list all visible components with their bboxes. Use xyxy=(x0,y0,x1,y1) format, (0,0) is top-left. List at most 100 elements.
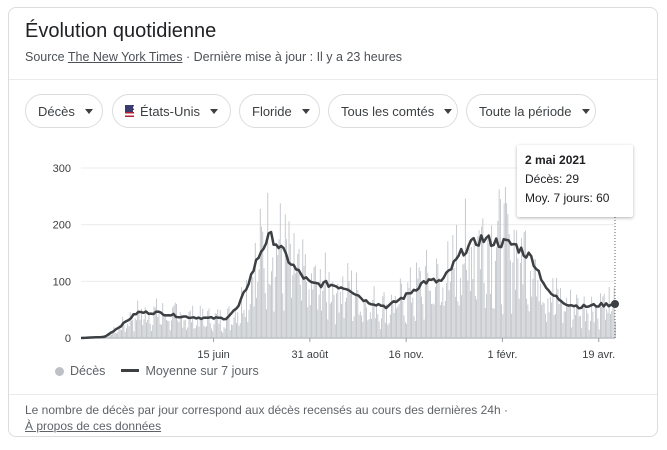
daily-death-bar xyxy=(361,315,362,338)
filter-metric-chip[interactable]: Décès xyxy=(25,94,103,128)
daily-death-bar xyxy=(349,293,351,338)
daily-death-bar xyxy=(571,327,573,338)
deaths-chart[interactable]: 0 100 200 300 15 juin 31 août 16 nov. 1 févr. 1… xyxy=(9,140,659,365)
daily-death-bar xyxy=(121,330,122,338)
daily-death-bar xyxy=(564,311,566,338)
daily-death-bar xyxy=(594,304,596,338)
daily-death-bar xyxy=(334,324,336,338)
daily-death-bar xyxy=(456,224,458,338)
daily-death-bar xyxy=(279,203,281,338)
daily-death-bar xyxy=(158,313,160,338)
daily-death-bar xyxy=(461,295,463,338)
daily-death-bar xyxy=(141,308,142,338)
daily-death-bar xyxy=(604,319,606,338)
daily-death-bar xyxy=(163,314,165,338)
daily-death-bar xyxy=(267,192,269,338)
x-tick-label: 19 avr. xyxy=(582,349,615,361)
daily-death-bar xyxy=(393,313,395,338)
moving-average-line xyxy=(80,230,616,340)
daily-death-bar xyxy=(547,298,549,338)
daily-death-bar xyxy=(519,262,521,338)
daily-death-bar xyxy=(203,325,205,338)
daily-death-bar xyxy=(379,329,381,338)
filter-state-chip[interactable]: Floride xyxy=(239,94,320,128)
daily-death-bar xyxy=(473,243,475,338)
daily-death-bar xyxy=(586,309,588,338)
daily-death-bar xyxy=(553,315,555,338)
daily-death-bar xyxy=(137,300,139,338)
daily-death-bar xyxy=(307,307,309,338)
daily-death-bar xyxy=(192,305,194,338)
daily-death-bar xyxy=(462,264,464,338)
daily-death-bar xyxy=(331,301,332,338)
daily-death-bar xyxy=(272,257,274,338)
daily-death-bar xyxy=(609,314,611,338)
daily-death-bar xyxy=(339,291,341,338)
filter-country-chip[interactable]: États-Unis xyxy=(112,94,231,128)
daily-death-bar xyxy=(241,287,242,338)
daily-death-bar xyxy=(148,313,150,338)
daily-death-bar xyxy=(548,312,550,338)
daily-death-bar xyxy=(466,269,468,338)
daily-death-bar xyxy=(406,323,408,338)
chevron-down-icon xyxy=(84,108,93,114)
daily-death-bar xyxy=(258,269,260,338)
daily-death-bar xyxy=(166,319,167,338)
daily-death-bar xyxy=(236,322,237,338)
daily-death-bar xyxy=(147,319,149,338)
daily-death-bar xyxy=(261,226,262,338)
filter-period-label: Toute la période xyxy=(479,103,572,119)
daily-death-bar xyxy=(152,325,154,338)
daily-death-bar xyxy=(567,305,569,338)
daily-death-bar xyxy=(534,259,536,338)
daily-death-bar xyxy=(156,298,157,338)
daily-death-bar xyxy=(138,312,140,338)
daily-death-bar xyxy=(248,309,250,338)
about-data-link[interactable]: À propos de ces données xyxy=(25,419,162,433)
daily-death-bar xyxy=(177,320,179,338)
daily-death-bar xyxy=(436,258,438,338)
daily-death-bar xyxy=(213,324,215,338)
daily-death-bar xyxy=(468,240,470,338)
daily-death-bar xyxy=(214,313,216,338)
daily-death-bar xyxy=(348,281,350,338)
daily-death-bar xyxy=(233,317,235,338)
daily-death-bar xyxy=(159,323,161,338)
daily-death-bar xyxy=(552,278,554,338)
daily-death-bar xyxy=(483,282,485,338)
daily-death-bar xyxy=(404,322,406,338)
daily-death-bar xyxy=(489,293,491,338)
daily-death-bar xyxy=(593,322,595,338)
daily-death-bar xyxy=(588,330,590,338)
daily-death-bar xyxy=(343,317,345,338)
daily-death-bar xyxy=(599,293,601,338)
chevron-down-icon xyxy=(581,108,590,114)
daily-death-bar xyxy=(288,221,290,338)
daily-death-bar xyxy=(151,330,152,338)
daily-death-bar xyxy=(437,264,439,338)
daily-death-bar xyxy=(318,294,320,338)
daily-death-bar xyxy=(602,296,604,338)
daily-death-bar xyxy=(394,296,396,338)
filter-period-chip[interactable]: Toute la période xyxy=(466,94,596,128)
daily-death-bar xyxy=(142,325,144,338)
source-link[interactable]: The New York Times xyxy=(67,50,183,64)
daily-death-bar xyxy=(206,326,207,338)
daily-death-bar xyxy=(559,287,561,338)
daily-death-bar xyxy=(546,321,548,338)
daily-death-bar xyxy=(372,299,374,338)
daily-death-bar xyxy=(254,242,256,338)
daily-death-bar xyxy=(228,306,230,338)
daily-death-bar xyxy=(615,321,616,338)
daily-death-bar xyxy=(287,256,289,338)
daily-death-bar xyxy=(122,316,124,338)
daily-death-bar xyxy=(453,267,455,338)
daily-death-bar xyxy=(188,311,190,338)
daily-death-bar xyxy=(351,270,352,338)
daily-death-bar xyxy=(572,319,574,338)
footnote-text: Le nombre de décès par jour correspond a… xyxy=(25,403,508,417)
filter-county-chip[interactable]: Tous les comtés xyxy=(328,94,458,128)
daily-death-bar xyxy=(541,304,543,338)
daily-death-bar xyxy=(527,304,529,338)
daily-death-bar xyxy=(328,271,330,338)
